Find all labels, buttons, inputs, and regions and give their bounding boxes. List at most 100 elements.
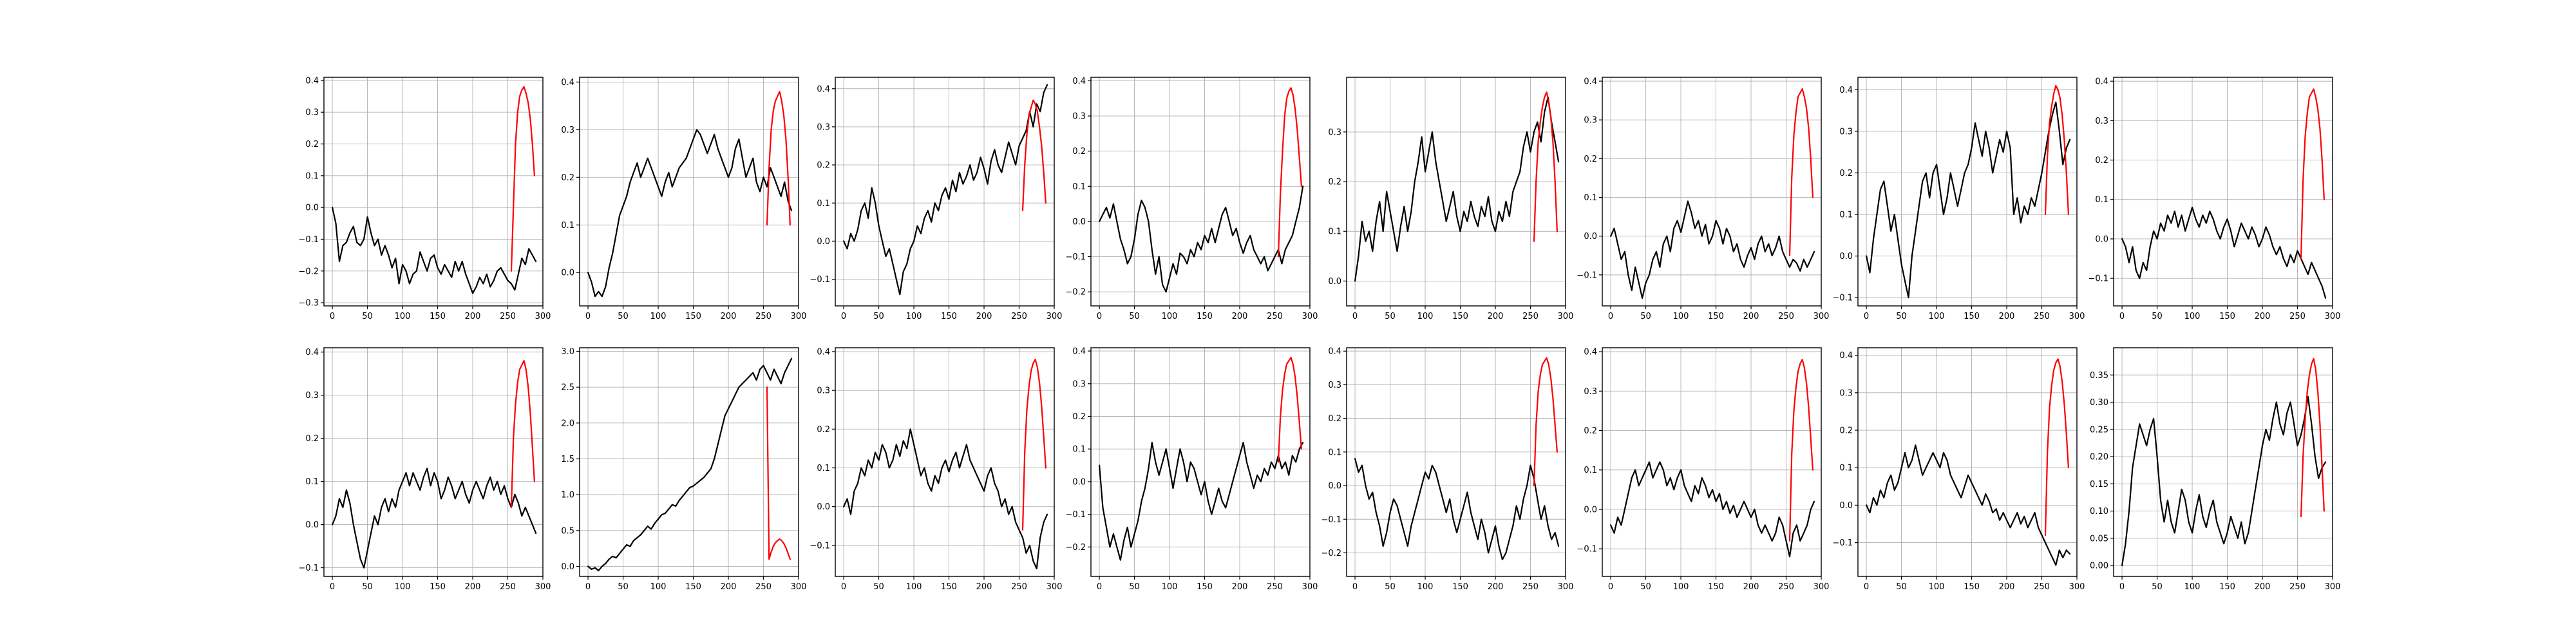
y-tick-label: 0.10	[2090, 507, 2108, 516]
axes-frame	[2113, 77, 2333, 307]
y-tick-label: 0.2	[1328, 414, 1341, 424]
y-tick-label: 0.35	[2090, 371, 2108, 381]
x-tick-label: 100	[906, 582, 922, 592]
y-tick-label: −0.3	[298, 299, 319, 308]
axes-frame	[835, 347, 1055, 577]
x-tick-label: 100	[2184, 582, 2201, 592]
series-line-red	[510, 359, 536, 508]
x-tick-label: 100	[1417, 312, 1434, 321]
x-tick-label: 200	[465, 582, 481, 592]
y-tick-label: 0.0	[1584, 232, 1597, 242]
x-tick-label: 50	[873, 312, 884, 321]
y-tick-label: 0.2	[1839, 169, 1853, 178]
y-tick-label: −0.1	[1832, 294, 1853, 303]
x-tick-label: 50	[1896, 312, 1907, 321]
x-tick-label: 250	[1267, 582, 1283, 592]
x-tick-label: 0	[1608, 312, 1613, 321]
y-tick-label: 2.0	[561, 419, 574, 428]
subplot-5: 0 50 100 150 200 250 300 0.0 0.1 0.2 0.3	[1328, 77, 1573, 321]
x-tick-label: 150	[685, 582, 701, 592]
series-line-red	[2044, 358, 2069, 536]
y-tick-label: −0.1	[1577, 270, 1597, 280]
x-tick-label: 150	[1452, 582, 1468, 592]
series-line-red	[766, 91, 791, 226]
axes-frame	[323, 347, 544, 577]
x-tick-label: 250	[2289, 312, 2306, 321]
axes-frame	[1602, 347, 1822, 577]
x-tick-label: 250	[1522, 312, 1539, 321]
series-line-black	[2121, 395, 2327, 567]
y-tick-label: −0.1	[1832, 538, 1853, 548]
y-tick-label: 0.3	[1839, 127, 1853, 137]
series-line-black	[587, 357, 793, 572]
y-tick-label: 0.4	[1072, 77, 1086, 86]
x-tick-label: 250	[1267, 312, 1283, 321]
subplot-14: 0 50 100 150 200 250 300 −0.1 0.0 0.1 0.2 0.3 0.4	[1577, 347, 1829, 592]
y-tick-label: 0.1	[1839, 211, 1853, 220]
subplot-11: 0 50 100 150 200 250 300 −0.1 0.0 0.1 0.2 0.3 0.4	[810, 347, 1062, 592]
x-tick-label: 0	[330, 582, 335, 592]
y-tick-label: 0.1	[305, 171, 319, 181]
x-tick-label: 150	[1964, 582, 1980, 592]
y-tick-label: 0.2	[1072, 147, 1086, 156]
y-tick-label: −0.1	[810, 275, 830, 285]
x-tick-label: 300	[2325, 582, 2341, 592]
x-tick-label: 0	[1352, 312, 1358, 321]
y-tick-label: 0.2	[1072, 412, 1086, 422]
y-tick-label: 3.0	[561, 347, 574, 357]
series-line-red	[2300, 357, 2325, 518]
x-tick-label: 0	[1864, 582, 1869, 592]
y-tick-label: 0.3	[1839, 388, 1853, 398]
x-tick-label: 200	[1743, 582, 1759, 592]
subplot-10: 0 50 100 150 200 250 300 0.0 0.5 1.0 1.5 2.0 2.5 3.0	[561, 347, 806, 592]
axes-frame	[323, 77, 544, 307]
y-tick-label: 0.2	[305, 434, 319, 444]
series-line-red	[1788, 88, 1814, 256]
y-tick-label: 0.4	[1584, 77, 1597, 87]
axes-frame	[1857, 77, 2078, 307]
x-tick-label: 0	[1864, 312, 1869, 321]
series-line-black	[1610, 461, 1815, 558]
y-tick-label: 0.3	[817, 122, 830, 132]
subplot-8: 0 50 100 150 200 250 300 −0.1 0.0 0.1 0.2 0.3 0.4	[2088, 77, 2340, 321]
y-tick-label: 0.3	[305, 391, 319, 401]
x-tick-label: 0	[585, 582, 591, 592]
x-tick-label: 300	[2325, 312, 2341, 321]
y-tick-label: 0.00	[2090, 562, 2108, 571]
y-tick-label: 0.2	[1584, 426, 1597, 436]
y-tick-label: −0.1	[298, 564, 319, 573]
y-tick-label: 0.3	[561, 126, 574, 135]
y-tick-label: −0.2	[1065, 288, 1086, 298]
y-tick-label: 0.0	[2095, 234, 2108, 244]
series-line-black	[331, 207, 537, 294]
y-tick-label: 0.1	[305, 477, 319, 487]
y-tick-label: 0.0	[1839, 501, 1853, 511]
x-tick-label: 150	[685, 312, 701, 321]
axes-frame	[1857, 347, 2078, 577]
x-tick-label: 50	[1385, 312, 1396, 321]
y-tick-label: 0.3	[1584, 387, 1597, 397]
x-tick-label: 100	[395, 312, 411, 321]
axes-frame	[1090, 347, 1311, 577]
x-tick-label: 50	[873, 582, 884, 592]
series-line-red	[1021, 99, 1047, 212]
series-line-black	[587, 129, 793, 298]
x-tick-label: 50	[1129, 582, 1140, 592]
y-tick-label: −0.1	[1065, 252, 1086, 262]
subplot-12: 0 50 100 150 200 250 300 −0.2 −0.1 0.0 0.1 0.2 0.3 0.…	[1065, 347, 1318, 592]
y-tick-label: 0.2	[1328, 178, 1341, 187]
subplot-1: 0 50 100 150 200 250 300 −0.3 −0.2 −0.1 0.0 0.1 0.2 0…	[298, 76, 551, 321]
x-tick-label: 250	[500, 312, 516, 321]
x-tick-label: 50	[2152, 582, 2163, 592]
y-tick-label: 0.1	[1328, 227, 1341, 237]
x-tick-label: 300	[535, 312, 551, 321]
x-tick-label: 100	[1929, 312, 1945, 321]
y-tick-label: 0.4	[1584, 348, 1597, 357]
x-tick-label: 100	[1162, 582, 1178, 592]
x-tick-label: 100	[1417, 582, 1434, 592]
subplot-9: 0 50 100 150 200 250 300 −0.1 0.0 0.1 0.2 0.3 0.4	[298, 347, 551, 592]
y-tick-label: −0.2	[298, 267, 319, 276]
x-tick-label: 300	[1302, 312, 1318, 321]
y-tick-label: 0.1	[1328, 448, 1341, 457]
y-tick-label: 0.3	[305, 108, 319, 118]
